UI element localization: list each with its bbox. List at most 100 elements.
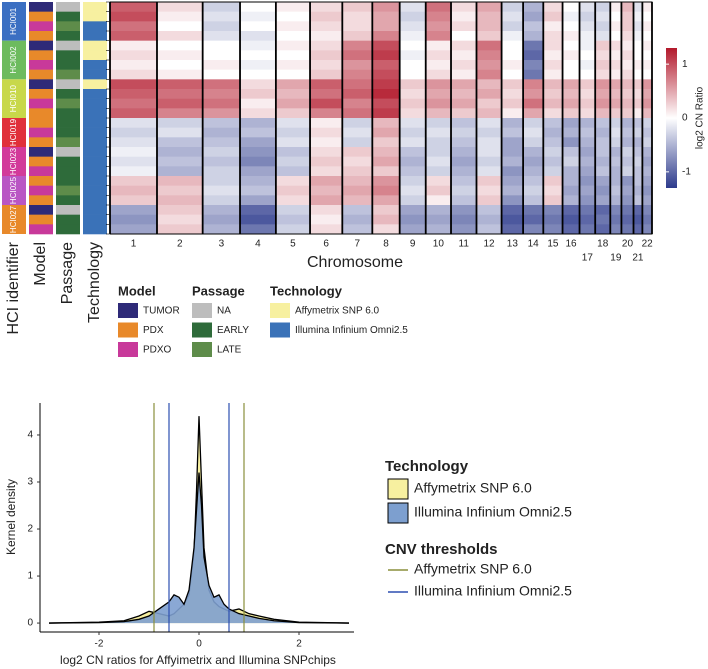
heat-cell: [595, 69, 611, 80]
heat-cell: [501, 205, 524, 215]
heat-cell: [543, 147, 563, 157]
heat-cell: [543, 185, 563, 196]
heat-cell: [595, 108, 611, 119]
heat-cell: [110, 60, 158, 70]
heat-cell: [562, 176, 580, 186]
hci-label: HCI023: [9, 147, 18, 175]
heat-cell: [562, 195, 580, 206]
heat-cell: [342, 176, 373, 186]
heat-cell: [621, 118, 634, 128]
heat-cell: [523, 50, 544, 61]
heat-cell: [579, 224, 596, 235]
heat-cell: [110, 166, 158, 177]
annotation-cell: [83, 40, 107, 51]
annotation-cell: [56, 108, 80, 119]
heat-cell: [110, 11, 158, 22]
heat-cell: [399, 50, 427, 61]
heat-cell: [501, 166, 524, 177]
heat-cell: [342, 2, 373, 12]
heat-cell: [156, 156, 203, 167]
chromosome-label: 3: [219, 239, 225, 250]
heat-cell: [310, 2, 343, 12]
heat-cell: [156, 40, 203, 51]
heat-cell: [476, 224, 502, 235]
heat-cell: [523, 69, 544, 80]
heat-cell: [579, 2, 596, 12]
heat-cell: [562, 205, 580, 215]
annotation-cell: [83, 98, 107, 109]
heat-cell: [372, 176, 400, 186]
annotation-cell: [56, 21, 80, 32]
colorbar-label: log2 CN Ratio: [695, 86, 706, 149]
heat-cell: [425, 11, 452, 22]
annotation-cell: [29, 21, 53, 32]
heat-cell: [275, 195, 311, 206]
heat-cell: [610, 21, 622, 32]
heat-cell: [275, 60, 311, 70]
heat-cell: [451, 166, 477, 177]
heat-cell: [523, 79, 544, 90]
heat-cell: [310, 147, 343, 157]
annotation-cell: [56, 205, 80, 215]
heat-cell: [476, 89, 502, 99]
heat-cell: [156, 166, 203, 177]
heat-cell: [595, 166, 611, 177]
annotation-cell: [29, 166, 53, 177]
chromosome-label: 1: [131, 239, 137, 250]
heat-cell: [110, 137, 158, 148]
heat-cell: [342, 205, 373, 215]
heat-cell: [562, 89, 580, 99]
heat-cell: [579, 21, 596, 32]
chromosome-label: 17: [582, 253, 594, 264]
legend-label: Illumina Infinium Omni2.5: [414, 504, 572, 520]
heat-cell: [476, 205, 502, 215]
heat-cell: [595, 11, 611, 22]
heat-cell: [642, 224, 653, 235]
heat-cell: [543, 195, 563, 206]
annotation-cell: [56, 224, 80, 235]
hci-block: [2, 40, 26, 80]
heat-cell: [342, 195, 373, 206]
heat-cell: [633, 156, 643, 167]
heat-cell: [621, 21, 634, 32]
heat-cell: [621, 176, 634, 186]
heat-cell: [476, 69, 502, 80]
heat-cell: [543, 166, 563, 177]
heat-cell: [372, 224, 400, 235]
annotation-cell: [83, 11, 107, 22]
heat-cell: [621, 69, 634, 80]
legend-swatch: [192, 322, 212, 338]
heat-cell: [543, 156, 563, 167]
hci-label: HCI027: [9, 205, 18, 233]
annotation-cell: [56, 166, 80, 177]
heat-cell: [633, 137, 643, 148]
heat-cell: [523, 137, 544, 148]
heat-cell: [110, 21, 158, 32]
heat-cell: [425, 31, 452, 41]
heat-cell: [562, 137, 580, 148]
hci-block: [2, 147, 26, 176]
legend-swatch: [118, 322, 138, 338]
colorbar-tick-label: 1: [682, 59, 688, 70]
heat-cell: [642, 166, 653, 177]
heat-cell: [425, 108, 452, 119]
heat-cell: [425, 185, 452, 196]
heat-cell: [275, 137, 311, 148]
heat-cell: [372, 214, 400, 225]
legend-label: Affymetrix SNP 6.0: [295, 306, 380, 317]
heat-cell: [610, 89, 622, 99]
heat-cell: [476, 40, 502, 51]
heat-cell: [425, 214, 452, 225]
legend-label: PDXO: [143, 345, 172, 356]
chromosome-label: 21: [632, 253, 644, 264]
heat-cell: [642, 40, 653, 51]
heat-cell: [579, 108, 596, 119]
heat-cell: [342, 79, 373, 90]
heat-cell: [372, 205, 400, 215]
heat-cell: [595, 214, 611, 225]
heat-cell: [579, 185, 596, 196]
annotation-cell: [56, 137, 80, 148]
heat-cell: [156, 147, 203, 157]
legend-label: LATE: [217, 345, 242, 356]
heat-cell: [202, 214, 241, 225]
